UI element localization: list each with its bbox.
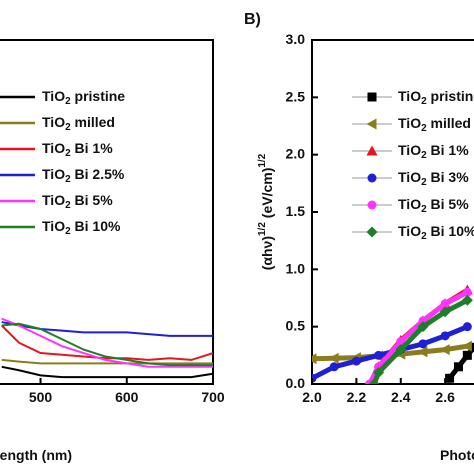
- legend-label: TiO2 pristine: [398, 88, 474, 107]
- legend-marker: [367, 92, 377, 102]
- marker: [328, 352, 339, 364]
- x-tick-label: 600: [115, 389, 139, 405]
- y-tick-label: 1.5: [286, 203, 306, 219]
- x-tick-label: 2.4: [391, 389, 411, 405]
- left-frame: [0, 39, 214, 385]
- series-line: [1, 365, 213, 379]
- marker: [462, 322, 472, 332]
- y-tick-label: 2.0: [286, 145, 306, 161]
- legend-label: TiO2 Bi 10%: [398, 223, 474, 242]
- marker: [453, 362, 463, 372]
- series-line: [1, 324, 213, 361]
- legend-label: TiO2 Bi 10%: [42, 218, 121, 237]
- marker: [461, 294, 473, 306]
- marker: [418, 339, 428, 349]
- series-line: [1, 317, 213, 368]
- marker: [395, 344, 407, 356]
- legend-label: TiO2 milled: [398, 115, 471, 134]
- legend-label: TiO2 Bi 1%: [398, 142, 469, 161]
- legend-label: TiO2 Bi 3%: [398, 169, 469, 188]
- marker: [440, 331, 450, 341]
- legend-label: TiO2 Bi 5%: [42, 192, 113, 211]
- marker: [417, 346, 428, 358]
- series-line: [1, 322, 213, 367]
- y-tick-label: 2.5: [286, 88, 306, 104]
- marker: [462, 350, 472, 360]
- marker: [439, 306, 451, 318]
- x-tick-label: 500: [29, 389, 53, 405]
- legend-marker: [367, 200, 377, 210]
- marker: [462, 287, 472, 297]
- y-tick-label: 0.0: [286, 375, 306, 391]
- marker: [373, 367, 385, 379]
- legend-label: TiO2 milled: [42, 114, 115, 133]
- series-line: [1, 358, 213, 365]
- marker: [368, 378, 380, 384]
- legend-label: TiO2 Bi 1%: [42, 140, 113, 159]
- marker: [439, 344, 450, 356]
- marker: [312, 353, 317, 365]
- marker: [417, 321, 429, 333]
- marker: [440, 299, 450, 309]
- x-tick-label: 700: [201, 389, 225, 405]
- legend-label: TiO2 pristine: [42, 88, 125, 107]
- y-tick-label: 1.0: [286, 260, 306, 276]
- x-tick-label: 2.0: [302, 389, 322, 405]
- legend-marker: [366, 145, 378, 156]
- legend-marker: [367, 173, 377, 183]
- series-line: [1, 321, 213, 337]
- legend-label: TiO2 Bi 2.5%: [42, 166, 125, 185]
- right-plot: [312, 284, 474, 384]
- x-axis-label: Photon Energy (eV): [440, 447, 474, 463]
- marker: [329, 362, 339, 372]
- marker: [312, 373, 317, 383]
- marker: [351, 356, 361, 366]
- y-axis-label: (αhν)1/2 (eV/cm)1/2: [257, 153, 275, 270]
- marker: [374, 350, 384, 360]
- marker: [461, 340, 472, 352]
- y-tick-label: 3.0: [286, 31, 306, 47]
- left-plot: [1, 317, 213, 379]
- x-tick-label: 2.2: [347, 389, 367, 405]
- legend-label: TiO2 Bi 5%: [398, 196, 469, 215]
- x-axis-label: Wavelength (nm): [0, 447, 72, 463]
- legend-marker: [366, 226, 378, 238]
- panel-label: B): [244, 11, 261, 28]
- marker: [445, 373, 455, 383]
- legend-marker: [366, 118, 377, 130]
- y-tick-label: 0.5: [286, 317, 306, 333]
- x-tick-label: 2.6: [435, 389, 455, 405]
